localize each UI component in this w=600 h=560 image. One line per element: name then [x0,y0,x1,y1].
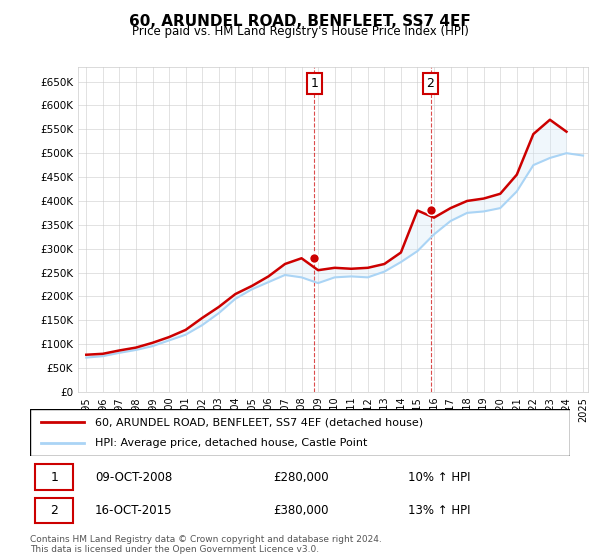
Text: Price paid vs. HM Land Registry's House Price Index (HPI): Price paid vs. HM Land Registry's House … [131,25,469,38]
Text: 60, ARUNDEL ROAD, BENFLEET, SS7 4EF (detached house): 60, ARUNDEL ROAD, BENFLEET, SS7 4EF (det… [95,417,423,427]
Text: 13% ↑ HPI: 13% ↑ HPI [408,504,470,517]
Text: 2: 2 [427,77,434,90]
Text: £380,000: £380,000 [273,504,329,517]
FancyBboxPatch shape [35,464,73,490]
Text: £280,000: £280,000 [273,470,329,483]
FancyBboxPatch shape [35,498,73,523]
Text: 1: 1 [310,77,318,90]
FancyBboxPatch shape [30,409,570,456]
Text: 2: 2 [50,504,58,517]
Text: Contains HM Land Registry data © Crown copyright and database right 2024.
This d: Contains HM Land Registry data © Crown c… [30,535,382,554]
Text: 09-OCT-2008: 09-OCT-2008 [95,470,172,483]
Text: 10% ↑ HPI: 10% ↑ HPI [408,470,470,483]
Text: 60, ARUNDEL ROAD, BENFLEET, SS7 4EF: 60, ARUNDEL ROAD, BENFLEET, SS7 4EF [129,14,471,29]
Text: 16-OCT-2015: 16-OCT-2015 [95,504,172,517]
Text: HPI: Average price, detached house, Castle Point: HPI: Average price, detached house, Cast… [95,438,367,448]
Text: 1: 1 [50,470,58,483]
